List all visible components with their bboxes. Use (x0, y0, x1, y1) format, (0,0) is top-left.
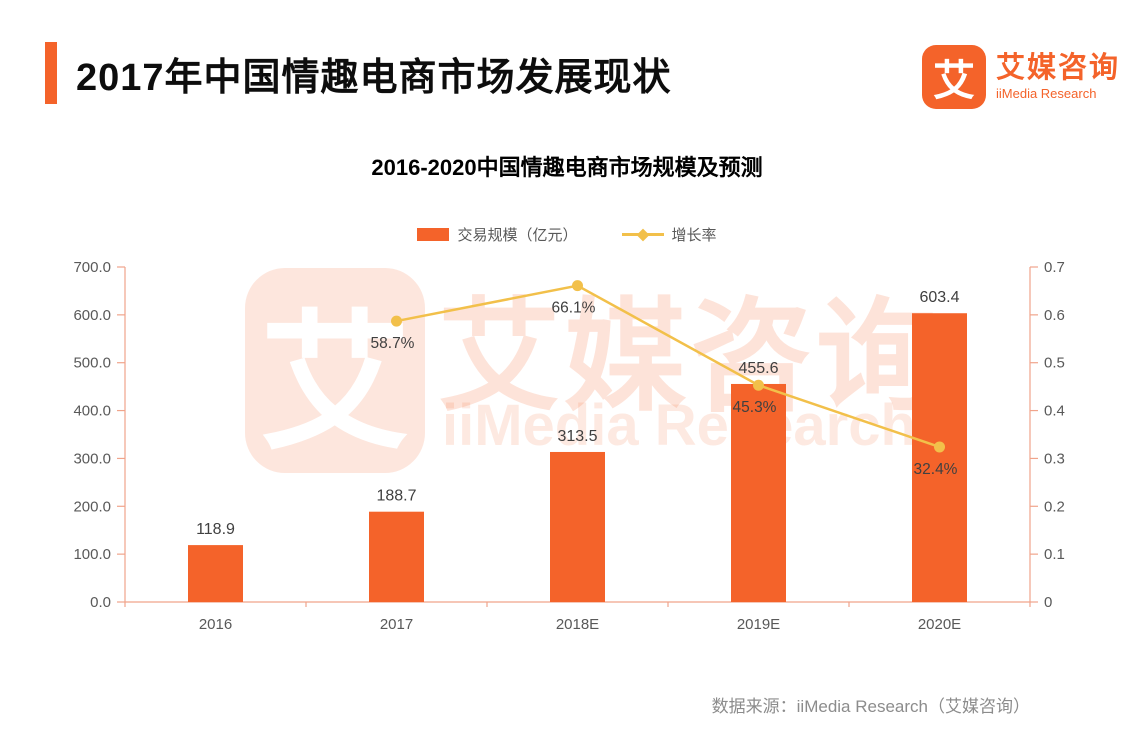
diamond-marker-icon (636, 228, 649, 241)
legend-item-transaction-scale: 交易规模（亿元） (417, 224, 578, 245)
page-title: 2017年中国情趣电商市场发展现状 (76, 57, 672, 99)
x-axis-label: 2019E (737, 616, 780, 633)
bar-2017 (369, 511, 424, 602)
growth-marker-2019E (753, 379, 764, 391)
y-axis-right-tick-label: 0.2 (1044, 498, 1065, 515)
chart-legend: 交易规模（亿元） 增长率 (0, 224, 1134, 245)
bar-value-label: 313.5 (557, 428, 597, 445)
y-axis-right-tick-label: 0.5 (1044, 355, 1065, 372)
chart-title: 2016-2020中国情趣电商市场规模及预测 (371, 155, 763, 180)
growth-rate-line (396, 284, 940, 449)
bar-value-label: 118.9 (196, 521, 235, 538)
title-accent-bar (45, 42, 57, 104)
bar-2018E (550, 451, 605, 602)
y-axis-left-tick-label: 400.0 (73, 403, 111, 420)
y-axis-right-tick-label: 0.1 (1044, 546, 1065, 563)
y-axis-right-tick-label: 0.6 (1044, 307, 1065, 324)
brand-name-en: iiMedia Research (996, 86, 1097, 102)
y-axis-left-tick-label: 600.0 (73, 307, 111, 324)
line-series-swatch (621, 228, 664, 241)
bar-2020E (912, 313, 967, 602)
x-axis-label: 2016 (199, 616, 232, 633)
y-axis-left-tick-label: 700.0 (73, 259, 111, 276)
brand-logo-glyph: 艾 (932, 56, 975, 104)
growth-value-label: 58.7% (371, 335, 415, 352)
brand-logo-icon: 艾 (922, 45, 986, 109)
x-axis-label: 2017 (380, 616, 413, 633)
y-axis-left-tick-label: 0.0 (90, 594, 111, 611)
growth-value-label: 32.4% (914, 461, 958, 478)
bar-value-label: 188.7 (376, 488, 416, 505)
y-axis-left-tick-label: 500.0 (73, 355, 111, 372)
growth-marker-2020E (934, 441, 945, 453)
legend-label-bar: 交易规模（亿元） (457, 227, 578, 244)
y-axis-right-tick-label: 0.3 (1044, 450, 1065, 467)
y-axis-right-tick-label: 0.7 (1044, 259, 1065, 276)
bar-series-swatch (417, 228, 450, 241)
y-axis-left-tick-label: 200.0 (73, 498, 111, 515)
growth-marker-2017 (391, 315, 402, 327)
growth-value-label: 45.3% (733, 399, 777, 416)
y-axis-left-tick-label: 100.0 (73, 546, 111, 563)
growth-marker-2018E (572, 280, 583, 292)
brand-logo-text: 艾媒咨询 iiMedia Research (996, 51, 1121, 102)
y-axis-right-tick-label: 0 (1044, 594, 1052, 611)
bar-2016 (188, 545, 243, 602)
legend-label-line: 增长率 (671, 227, 717, 244)
x-axis-label: 2018E (556, 616, 599, 633)
x-axis-label: 2020E (918, 616, 961, 633)
legend-item-growth-rate: 增长率 (621, 224, 717, 245)
brand-name-cn: 艾媒咨询 (996, 51, 1121, 84)
data-source-note: 数据来源：iiMedia Research（艾媒咨询） (711, 697, 1030, 716)
brand-logo: 艾 艾媒咨询 iiMedia Research (922, 45, 1120, 109)
bar-value-label: 603.4 (919, 289, 959, 306)
bar-2019E (731, 383, 786, 602)
y-axis-right-tick-label: 0.4 (1044, 403, 1065, 420)
growth-value-label: 66.1% (552, 300, 596, 317)
bar-value-label: 455.6 (738, 360, 778, 377)
y-axis-left-tick-label: 300.0 (73, 450, 111, 467)
